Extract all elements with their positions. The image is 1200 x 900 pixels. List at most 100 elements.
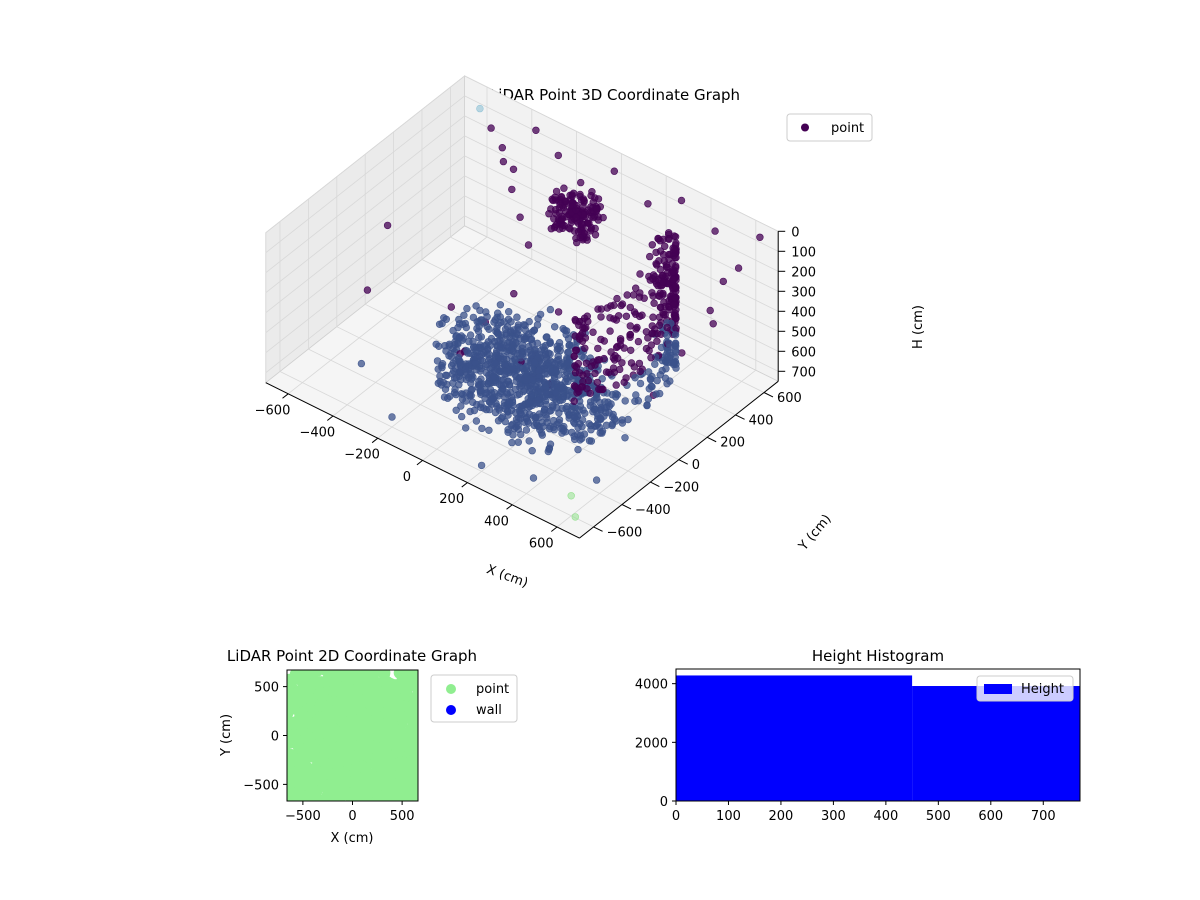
scatter3d-point: [600, 337, 608, 345]
scatter3d-point: [627, 359, 636, 367]
histogram-frame: [675, 668, 1081, 802]
scatter3d-point: [510, 290, 518, 298]
scatter3d-point: [575, 406, 583, 414]
x-tick-mark: [327, 415, 334, 421]
scatter2d-point: [307, 784, 320, 797]
histogram-x-tick-label: 0: [672, 809, 680, 824]
z-tick-label: 500: [791, 325, 816, 340]
scatter3d-point: [631, 397, 639, 405]
scatter3d-point: [443, 371, 451, 380]
scatter2d-legend-label-point: point: [476, 682, 509, 697]
scatter3d-point: [388, 413, 396, 421]
scatter3d-point: [547, 225, 555, 233]
scatter3d-legend-marker: [801, 123, 809, 132]
scatter3d-point: [525, 410, 534, 418]
y-tick-mark: [621, 504, 632, 510]
scatter2d-point: [366, 700, 379, 713]
scatter3d-point: [462, 389, 470, 397]
scatter3d-point: [652, 261, 661, 269]
histogram-legend-label: Height: [1021, 682, 1064, 697]
scatter3d-point: [476, 341, 484, 349]
scatter3d-point: [524, 241, 533, 249]
scatter3d-point: [563, 359, 572, 367]
scatter3d-point: [544, 447, 552, 456]
scatter3d-point: [442, 315, 450, 323]
scatter2d-point: [356, 760, 369, 773]
scatter2d-point: [409, 781, 418, 794]
scatter2d-point: [379, 722, 392, 735]
histogram-y-tick-label: 0: [660, 795, 668, 810]
scatter3d-point: [559, 393, 567, 401]
y-tick-mark: [735, 414, 745, 420]
scatter3d-point: [586, 402, 594, 410]
scatter3d-point: [516, 213, 524, 221]
scatter2d-point: [312, 728, 325, 741]
scatter2d-point: [342, 729, 355, 742]
y-tick-label: −200: [663, 481, 699, 496]
scatter3d-point: [443, 380, 451, 389]
scatter2d-y-tick-label: 500: [254, 681, 279, 696]
scatter3d-point: [583, 370, 591, 378]
grid-line: [464, 175, 779, 332]
scatter3d-point: [508, 438, 516, 447]
scatter3d-point: [549, 416, 558, 425]
scatter3d-point: [630, 308, 639, 316]
scatter3d-point: [711, 227, 719, 235]
scatter3d-point: [636, 367, 644, 376]
scatter2d-point: [407, 699, 418, 712]
scatter3d-point: [570, 413, 579, 421]
scatter3d-point: [615, 365, 624, 374]
scatter3d-point: [597, 313, 605, 321]
scatter3d-point: [626, 346, 635, 354]
scatter3d-point: [462, 424, 470, 432]
scatter2d-point: [354, 739, 367, 752]
scatter3d-point: [659, 278, 667, 286]
scatter3d-point: [546, 305, 555, 314]
scatter3d-point: [570, 432, 578, 440]
scatter2d-point: [387, 779, 400, 792]
scatter2d-chart: LiDAR Point 2D Coordinate Graph −500 0 500…: [219, 647, 518, 846]
histogram-x-tick-label: 400: [873, 809, 898, 824]
scatter3d-point: [485, 325, 493, 333]
histogram-x-tick-label: 500: [926, 809, 951, 824]
scatter3d-point: [494, 417, 503, 425]
histogram-title: Height Histogram: [812, 647, 944, 665]
scatter3d-zlabel: H (cm): [911, 305, 926, 349]
scatter3d-point: [527, 336, 535, 344]
scatter3d-point: [544, 359, 553, 368]
y-tick-label: −600: [607, 525, 643, 540]
scatter3d-point: [558, 215, 567, 223]
scatter2d-point: [292, 740, 305, 753]
grid-line: [265, 195, 465, 354]
scatter3d-point: [438, 360, 447, 368]
z-tick-label: 200: [791, 265, 816, 280]
scatter3d-point: [622, 312, 631, 320]
scatter3d-ylabel: Y (cm): [795, 512, 834, 555]
scatter3d-point: [649, 292, 657, 300]
scatter2d-point: [318, 765, 331, 778]
scatter3d-point: [557, 381, 566, 390]
scatter2d-xlabel: X (cm): [331, 831, 374, 846]
scatter3d-point: [653, 330, 661, 338]
scatter3d-point: [475, 334, 483, 342]
scatter3d-point: [568, 191, 576, 199]
scatter3d-points: [357, 104, 764, 521]
scatter3d-point: [514, 438, 522, 446]
scatter2d-point: [410, 790, 418, 801]
x-tick-label: 200: [439, 492, 464, 507]
scatter3d-point: [654, 234, 662, 243]
z-tick-label: 400: [791, 305, 816, 320]
scatter3d-point: [645, 252, 654, 261]
scatter3d-point: [535, 378, 543, 386]
scatter3d-point: [632, 325, 640, 333]
scatter3d-title: LiDAR Point 3D Coordinate Graph: [490, 86, 740, 104]
scatter3d-point: [466, 407, 474, 416]
grid-line: [265, 75, 465, 234]
scatter3d-point: [594, 305, 602, 313]
scatter3d-point: [550, 373, 559, 382]
scatter3d-point: [626, 322, 634, 330]
scatter3d-point: [661, 374, 670, 382]
scatter3d-point: [490, 373, 498, 381]
scatter3d-point: [636, 270, 644, 278]
scatter3d-point: [499, 381, 508, 390]
